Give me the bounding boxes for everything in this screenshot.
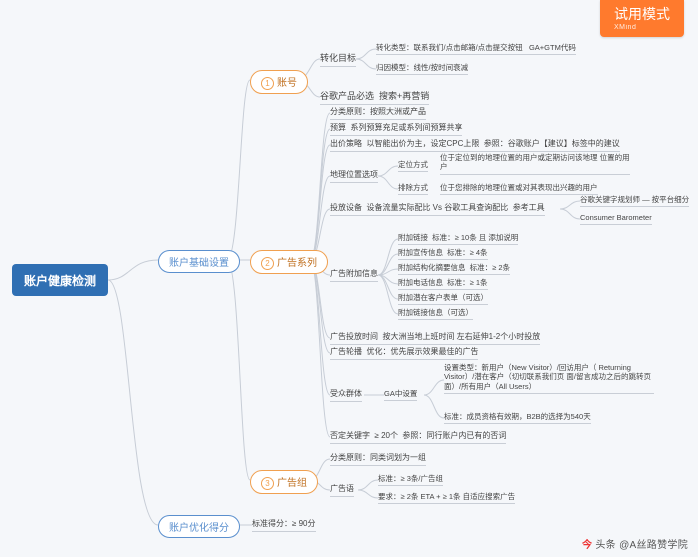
node-rotation[interactable]: 广告轮播 优化：优先展示效果最佳的广告 (330, 347, 478, 360)
node-geo-exclude[interactable]: 排除方式 (398, 183, 428, 195)
node-extensions[interactable]: 广告附加信息 (330, 269, 378, 282)
node-conv-goal[interactable]: 转化目标 (320, 53, 356, 67)
node-audience-types[interactable]: 设置类型：新用户（New Visitor）/回访用户（ Returning Vi… (444, 363, 654, 394)
node-group-classify[interactable]: 分类原则：同类词划为一组 (330, 453, 426, 466)
node-conv-type[interactable]: 转化类型：联系我们/点击邮箱/点击提交按钮 GA+GTM代码 (376, 43, 576, 55)
node-budget[interactable]: 预算 系列预算充足或系列间预算共享 (330, 123, 462, 136)
mindmap-canvas: 试用模式 XMind (0, 0, 698, 557)
node-audience-ga[interactable]: GA中设置 (384, 389, 417, 401)
root-node[interactable]: 账户健康检测 (12, 264, 108, 296)
node-classify[interactable]: 分类原则：按照大洲或产品 (330, 107, 426, 120)
node-ad-copy[interactable]: 广告语 (330, 484, 354, 497)
node-device[interactable]: 投放设备 设备流量实际配比 Vs 谷歌工具查询配比 参考工具 (330, 203, 545, 216)
node-geo[interactable]: 地理位置选项 (330, 170, 378, 183)
node-geo-exclude-detail[interactable]: 位于您排除的地理位置或对其表现出兴趣的用户 (440, 183, 598, 195)
node-geo-target-detail[interactable]: 位于定位到的地理位置的用户或定期访问该地理 位置的用户 (440, 153, 630, 175)
node-geo-target[interactable]: 定位方式 (398, 160, 428, 172)
pill-campaign[interactable]: 2广告系列 (250, 250, 328, 274)
node-ext-lead[interactable]: 附加潜在客户表单（可选） (398, 293, 488, 305)
pill-basic-settings[interactable]: 账户基础设置 (158, 250, 240, 273)
node-ext-callout[interactable]: 附加宣传信息 标准：≥ 4条 (398, 248, 488, 260)
node-ext-call[interactable]: 附加电话信息 标准：≥ 1条 (398, 278, 488, 290)
node-ext-sitelink[interactable]: 附加链接 标准：≥ 10条 且 添加说明 (398, 233, 518, 245)
node-google-prod[interactable]: 谷歌产品必选 搜索+再营销 (320, 91, 429, 105)
pill-opt-score[interactable]: 账户优化得分 (158, 515, 240, 538)
node-ad-copy-std[interactable]: 标准：≥ 3条/广告组 (378, 474, 443, 486)
node-device-tool2[interactable]: Consumer Barometer (580, 213, 652, 225)
node-negkw[interactable]: 否定关键字 ≥ 20个 参照：同行账户内已有的否词 (330, 431, 506, 444)
node-attribution[interactable]: 归因模型：线性/按时间衰减 (376, 63, 468, 75)
node-device-tool1[interactable]: 谷歌关键字规划师 — 按平台细分 (580, 195, 689, 207)
node-ext-snippet[interactable]: 附加结构化摘要信息 标准：≥ 2条 (398, 263, 510, 275)
node-audience-std[interactable]: 标准：成员资格有效期，B2B的选择为540天 (444, 412, 591, 424)
node-audience[interactable]: 受众群体 (330, 389, 362, 402)
pill-adgroup[interactable]: 3广告组 (250, 470, 318, 494)
pill-account[interactable]: 1账号 (250, 70, 308, 94)
node-ad-copy-req[interactable]: 要求：≥ 2条 ETA + ≥ 1条 自适应搜索广告 (378, 492, 515, 504)
node-schedule[interactable]: 广告投放时间 按大洲当地上班时间 左右延伸1-2个小时投放 (330, 332, 540, 345)
node-bid[interactable]: 出价策略 以智能出价为主，设定CPC上限 参照：谷歌账户【建议】标签中的建议 (330, 139, 620, 152)
node-ext-link[interactable]: 附加链接信息（可选） (398, 308, 473, 320)
node-score-std[interactable]: 标准得分：≥ 90分 (252, 519, 316, 532)
